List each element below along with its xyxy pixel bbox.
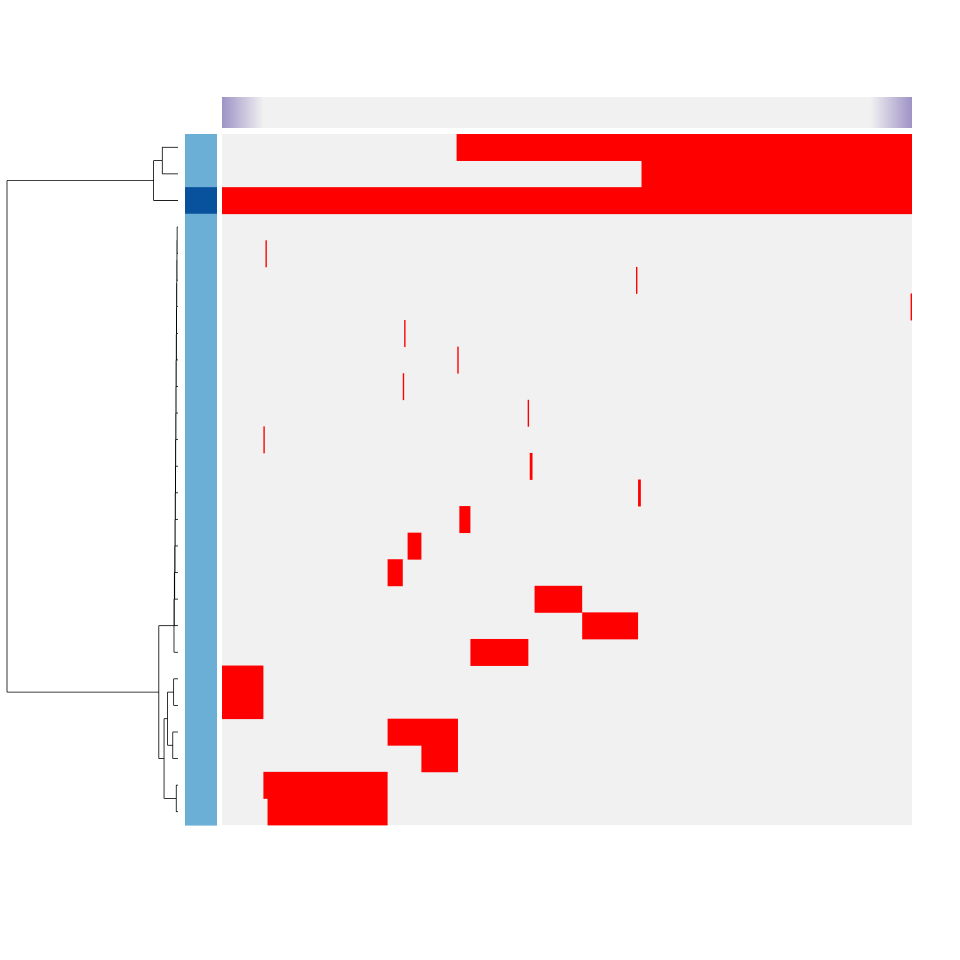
heatmap-cell (267, 798, 388, 826)
row-annotation-cell (185, 798, 217, 826)
heatmap-cell (527, 399, 530, 427)
row-annotation-cell (185, 479, 217, 507)
heatmap-cell (387, 559, 403, 587)
row-annotation-cell (185, 373, 217, 401)
heatmap-cell (457, 346, 459, 374)
heatmap-cell (638, 479, 641, 507)
heatmap-cell (456, 134, 912, 161)
row-annotation-cell (185, 399, 217, 427)
row-annotation-cell (185, 638, 217, 667)
row-annotation-cell (185, 532, 217, 560)
row-annotation-cell (185, 665, 217, 693)
heatmap-cell (404, 320, 406, 348)
row-dendrogram (6, 146, 178, 813)
heatmap-cell (265, 240, 267, 268)
heatmap-cell (387, 718, 458, 746)
heatmap-cell (529, 452, 533, 480)
row-annotation-cell (185, 293, 217, 321)
row-annotation-cell (185, 559, 217, 587)
row-annotation-cell (185, 506, 217, 534)
heatmap-cell (582, 612, 639, 640)
heatmap-cell (263, 771, 388, 799)
row-annotation-cell (185, 771, 217, 800)
heatmap-cell (263, 426, 265, 454)
row-annotation-strip (185, 134, 217, 826)
heatmap-cell (470, 638, 529, 666)
row-annotation-cell (185, 585, 217, 613)
heatmap-cell (641, 160, 912, 188)
heatmap-cell (407, 532, 422, 560)
heatmap-cell (421, 745, 458, 773)
heatmap-cell (459, 506, 471, 534)
row-annotation-cell (185, 266, 217, 295)
heatmap-cell (636, 266, 638, 294)
row-annotation-cell (185, 213, 217, 241)
heatmap-cell (222, 692, 264, 720)
column-annotation-bar (222, 97, 912, 128)
heatmap-background (222, 134, 912, 825)
row-annotation-cell (185, 187, 217, 215)
row-annotation-cell (185, 692, 217, 720)
heatmap-cell (910, 293, 912, 321)
heatmap-cell (222, 665, 264, 693)
row-annotation-cell (185, 320, 217, 348)
heatmap-cell (222, 187, 912, 215)
heatmap-cells (222, 134, 912, 826)
row-annotation-cell (185, 240, 217, 268)
row-annotation-cell (185, 452, 217, 481)
heatmap-cell (534, 585, 583, 613)
row-annotation-cell (185, 134, 217, 162)
row-annotation-cell (185, 426, 217, 454)
row-annotation-cell (185, 160, 217, 188)
row-annotation-cell (185, 612, 217, 640)
row-annotation-cell (185, 745, 217, 773)
row-annotation-cell (185, 346, 217, 374)
heatmap-cell (402, 373, 405, 401)
row-annotation-cell (185, 718, 217, 746)
